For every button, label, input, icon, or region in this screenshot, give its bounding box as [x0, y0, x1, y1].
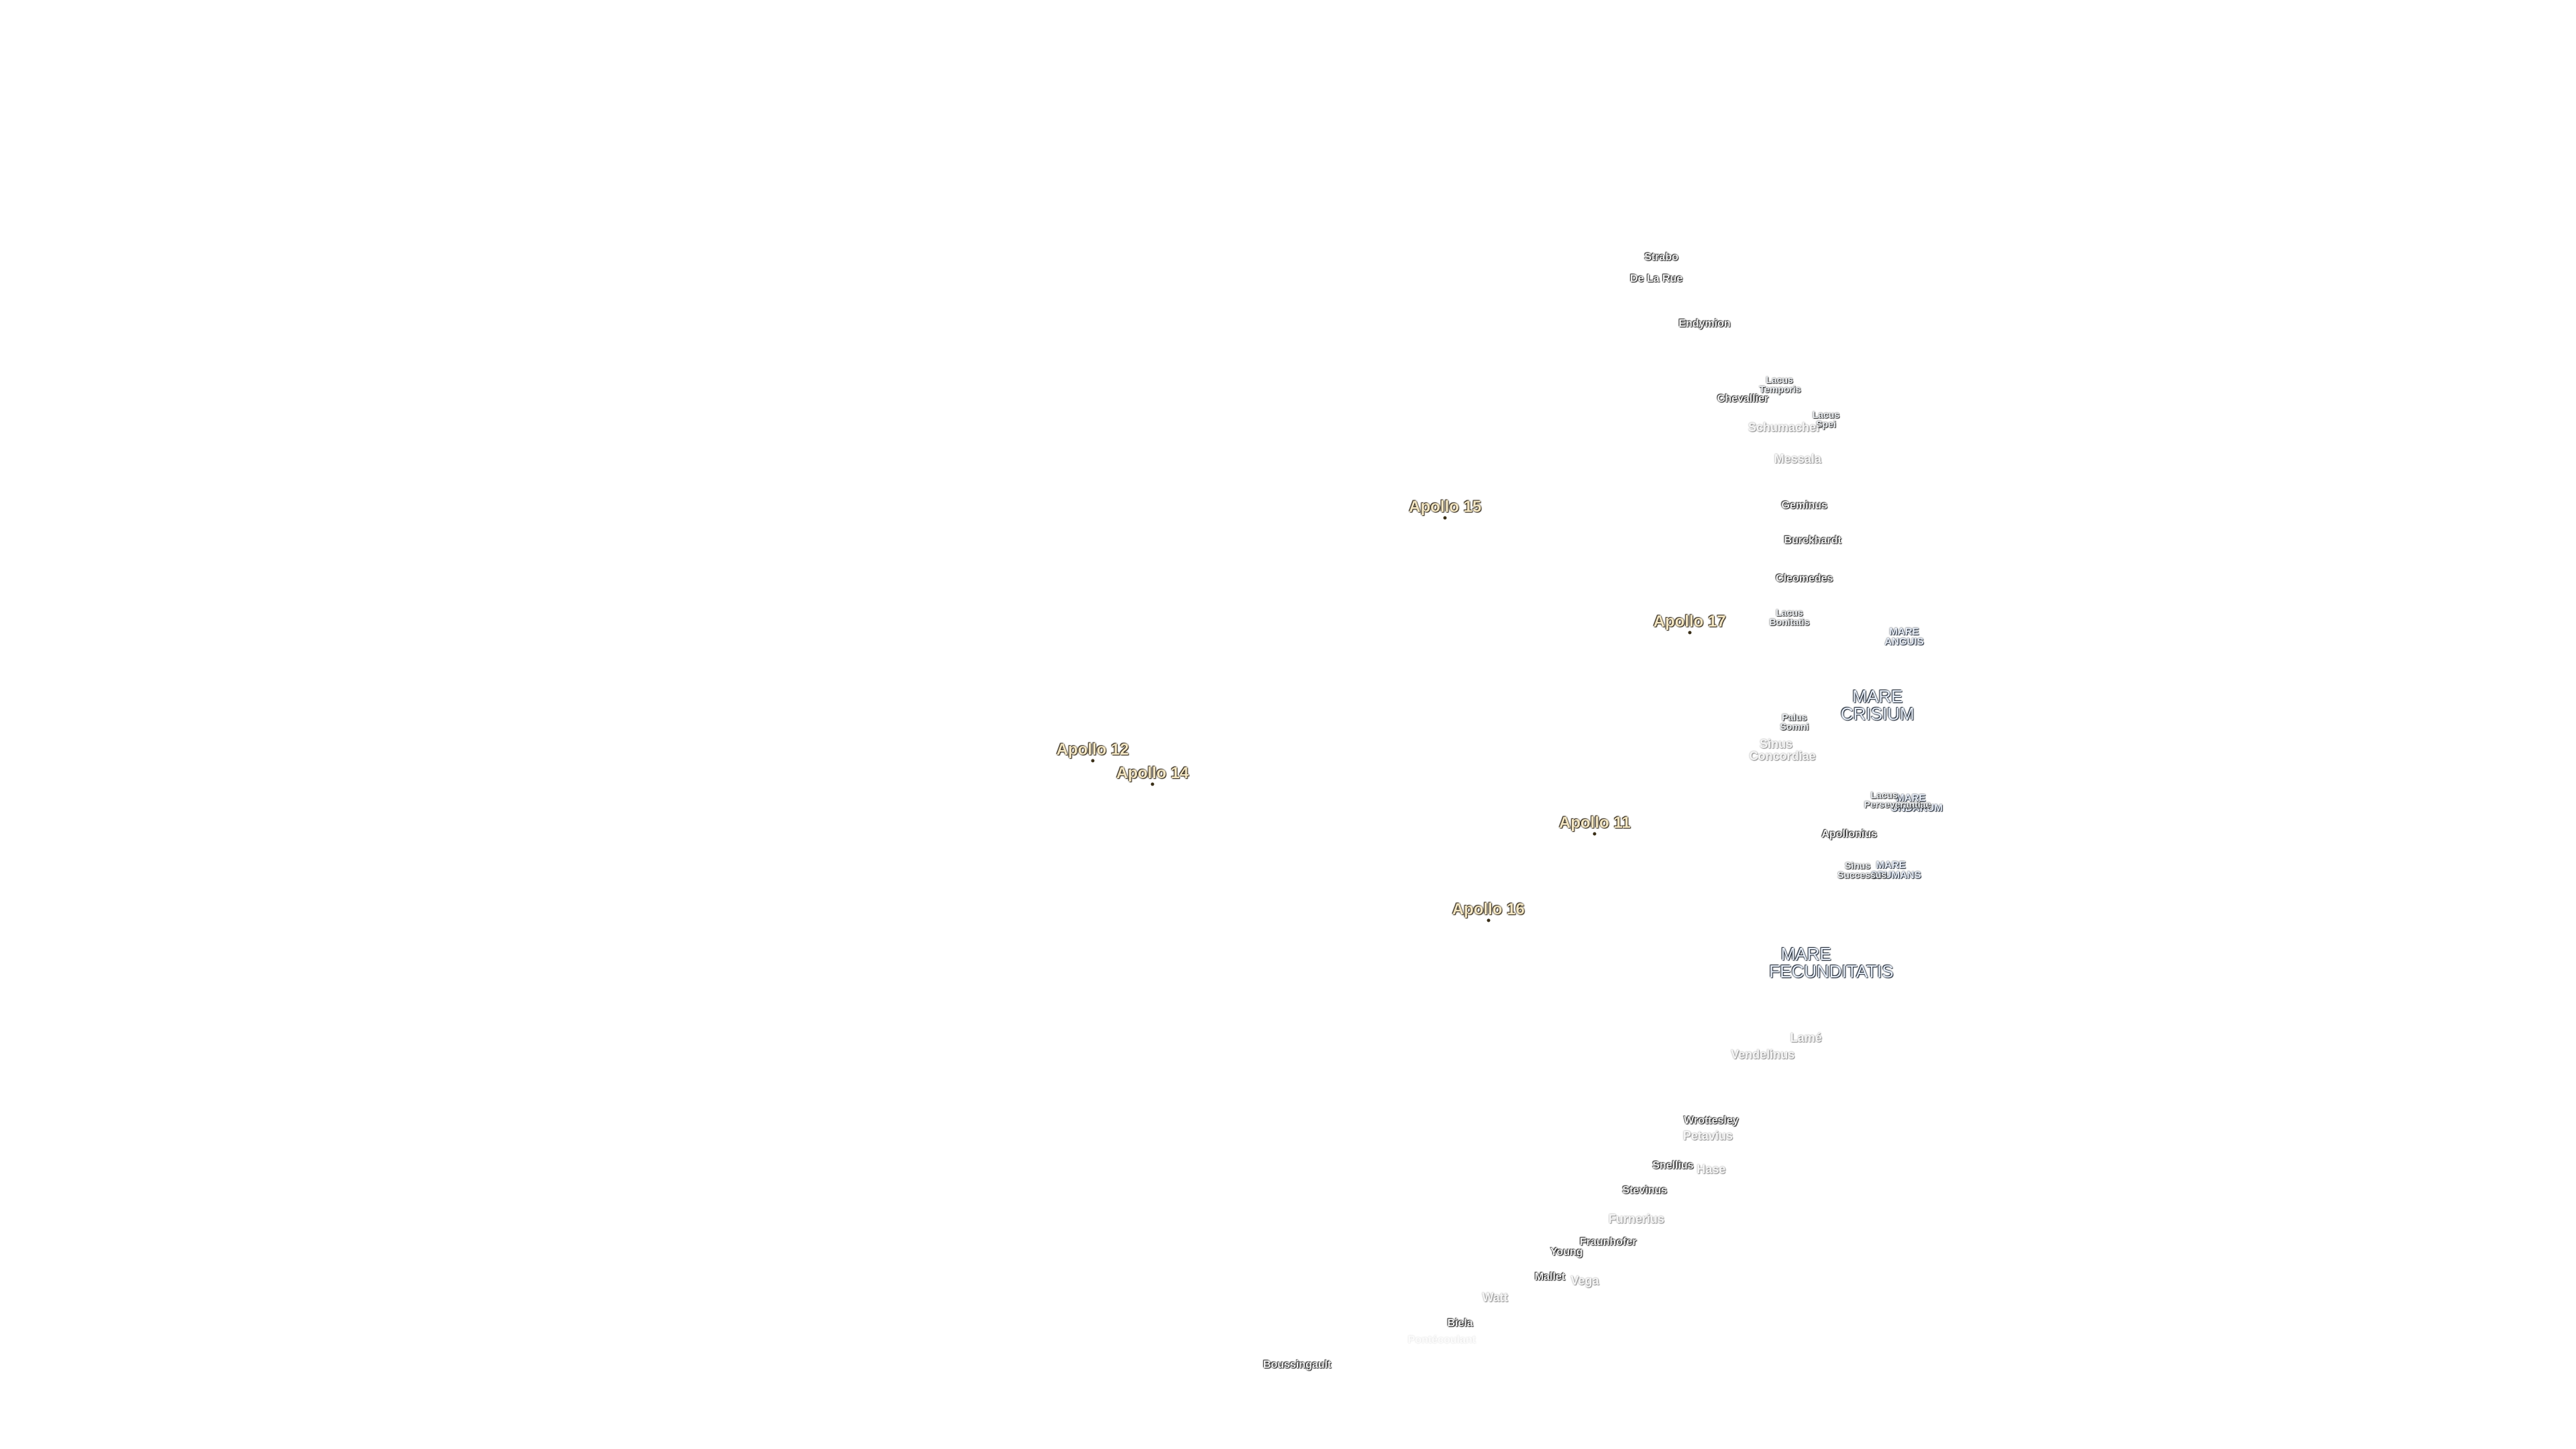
crater-label: Watt	[1482, 1290, 1508, 1304]
mare-label: MARE FECUNDITATIS	[1769, 944, 1894, 982]
crater-label: Fraunhofer	[1579, 1236, 1637, 1248]
crater-label: Vega	[1570, 1273, 1599, 1287]
crater-label: Schumacher	[1748, 421, 1821, 435]
crater-label: Strabo	[1644, 252, 1678, 264]
site-marker	[1150, 782, 1155, 786]
site-marker	[1688, 631, 1692, 635]
crater-label: Boussingault	[1263, 1359, 1332, 1371]
site-marker	[1593, 832, 1597, 836]
crater-label: Furnerius	[1608, 1212, 1664, 1226]
lake-label: Lacus Bonitatis	[1769, 606, 1810, 627]
mare-label: MARE CRISIUM	[1840, 686, 1915, 724]
mare-label: MARE ANGUIS	[1884, 626, 1924, 648]
mare-label: MARE UNDARUM	[1890, 792, 1943, 814]
crater-label: Mallet	[1534, 1271, 1566, 1283]
crater-label: Biela	[1447, 1318, 1473, 1330]
crater-label: Burckhardt	[1784, 534, 1841, 546]
crater-label: Vendelinus	[1731, 1047, 1795, 1061]
lake-label: Lacus Perseverantiae	[1864, 790, 1931, 810]
lake-label: Palus Somni	[1780, 711, 1809, 732]
mare-label: MARE SPUMANS	[1870, 859, 1921, 881]
lake-label: Lacus Temporis	[1759, 374, 1801, 394]
crater-label: Hase	[1697, 1162, 1726, 1176]
site-marker	[1487, 918, 1491, 922]
crater-label: De La Rue	[1629, 273, 1683, 285]
landing-site-label: Apollo 16	[1452, 900, 1525, 919]
landing-site-label: Apollo 14	[1116, 763, 1189, 782]
crater-label: Cleomedes	[1776, 572, 1833, 584]
landing-site-label: Apollo 17	[1653, 612, 1726, 631]
crater-label: Chevallier	[1717, 392, 1769, 405]
crater-label: Young	[1550, 1246, 1583, 1258]
crater-label: Stevinus	[1622, 1184, 1668, 1196]
landing-site-label: Apollo 12	[1056, 741, 1129, 759]
site-marker	[1443, 516, 1447, 520]
crater-label: Snellius	[1652, 1159, 1694, 1171]
crater-label: Geminus	[1781, 499, 1827, 511]
lake-label: Lacus Spei	[1812, 409, 1840, 429]
crater-label: Messala	[1774, 452, 1821, 466]
landing-site-label: Apollo 15	[1409, 498, 1482, 517]
site-marker	[1091, 759, 1095, 763]
crater-label: Wrottesley	[1684, 1114, 1739, 1126]
crater-label: Petavius	[1682, 1129, 1733, 1143]
lake-label: Sinus Successus	[1837, 859, 1887, 880]
crater-label: Pontécoulant	[1407, 1334, 1476, 1346]
crater-label: Endymion	[1678, 318, 1731, 330]
landing-site-label: Apollo 11	[1559, 814, 1631, 833]
crater-label: Apollonius	[1821, 828, 1877, 841]
lake-label: Sinus Concordiae	[1749, 737, 1816, 763]
crater-label: Lamé	[1790, 1030, 1822, 1044]
